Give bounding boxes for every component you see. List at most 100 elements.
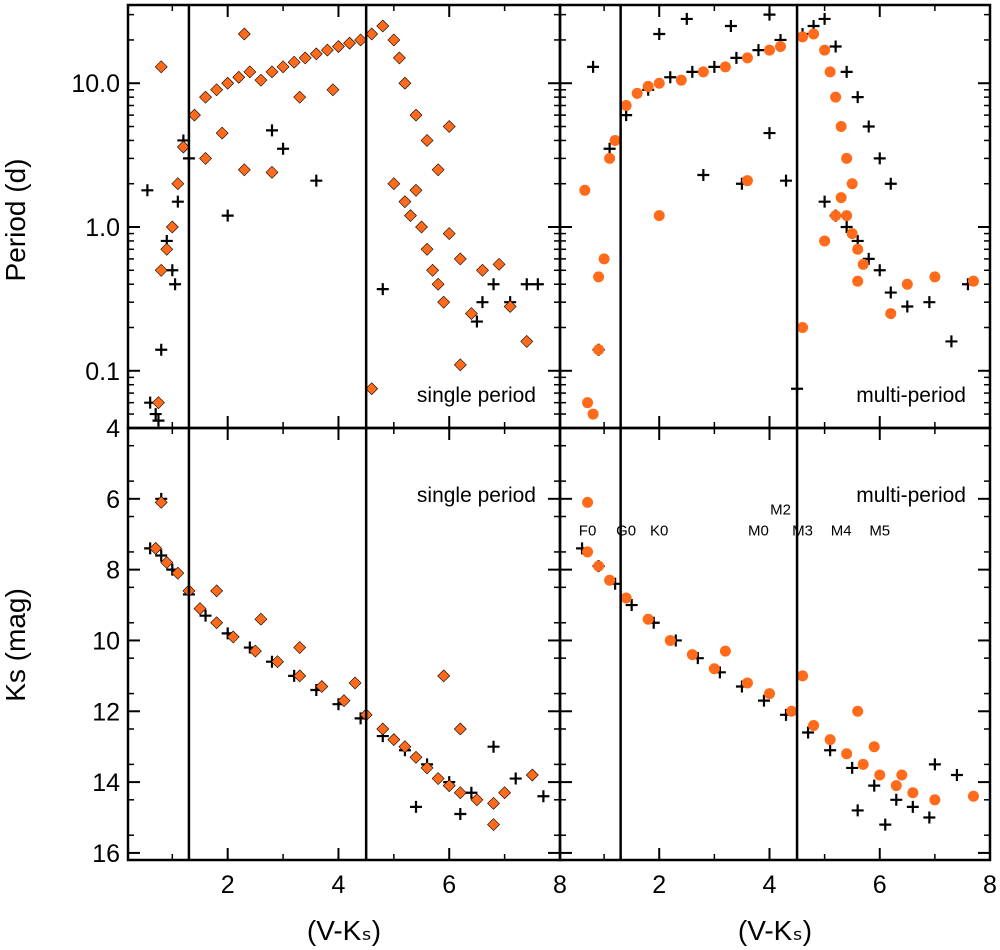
point-dot <box>857 758 869 770</box>
panel-annotation: multi-period <box>856 384 966 407</box>
point-dot <box>852 243 864 255</box>
point-dot <box>719 645 731 657</box>
point-dot <box>587 408 599 420</box>
point-plus <box>166 264 179 277</box>
point-dot <box>808 719 820 731</box>
point-dot <box>868 741 880 753</box>
point-diamond <box>453 786 467 800</box>
point-diamond <box>442 779 456 793</box>
point-dot <box>846 178 858 190</box>
point-diamond <box>171 566 185 580</box>
point-dot <box>797 31 809 43</box>
point-diamond <box>398 740 412 754</box>
point-plus <box>410 800 422 813</box>
point-diamond <box>160 556 174 569</box>
spectral-type-label: M3 <box>792 523 813 540</box>
point-diamond <box>210 584 224 598</box>
spectral-type-label: G0 <box>616 523 636 540</box>
point-plus <box>587 60 600 73</box>
point-dot <box>593 344 605 356</box>
point-dot <box>929 271 941 283</box>
point-dot <box>582 546 594 558</box>
point-plus <box>780 174 793 187</box>
point-dot <box>653 210 665 222</box>
panel-annotation: multi-period <box>856 484 966 507</box>
point-plus <box>470 315 483 328</box>
panel-annotation: single period <box>417 484 536 507</box>
point-diamond <box>287 55 301 69</box>
point-dot <box>841 152 853 164</box>
point-diamond <box>437 669 451 683</box>
point-plus <box>221 209 234 222</box>
point-diamond <box>237 27 251 41</box>
point-diamond <box>354 33 368 47</box>
spectral-type-label: M5 <box>869 523 890 540</box>
point-plus <box>625 599 638 612</box>
point-plus <box>873 264 886 277</box>
point-diamond <box>320 43 334 57</box>
point-diamond <box>188 108 201 122</box>
point-diamond <box>154 60 168 74</box>
point-diamond <box>149 541 163 555</box>
x-tick-label: 8 <box>983 871 997 899</box>
points-bottom-right <box>576 496 979 831</box>
point-dot <box>653 77 665 89</box>
point-plus <box>884 286 897 299</box>
point-dot <box>929 794 941 806</box>
point-dot <box>582 397 594 409</box>
point-diamond <box>210 616 224 630</box>
point-dot <box>664 634 676 646</box>
point-diamond <box>492 257 506 271</box>
point-diamond <box>315 680 329 693</box>
point-plus <box>950 769 963 782</box>
y-tick-label: 10 <box>92 627 120 655</box>
point-plus <box>149 408 162 421</box>
point-diamond <box>309 47 323 61</box>
point-plus <box>928 758 941 771</box>
point-dot <box>890 780 902 792</box>
x-tick-label: 6 <box>442 871 456 899</box>
point-diamond <box>487 796 500 810</box>
point-plus <box>454 807 467 820</box>
point-plus <box>851 91 864 104</box>
x-tick-label: 2 <box>652 871 666 899</box>
point-diamond <box>476 263 489 277</box>
point-diamond <box>365 382 379 396</box>
point-dot <box>852 275 864 287</box>
point-dot <box>609 134 621 146</box>
point-plus <box>653 27 666 40</box>
point-dot <box>675 74 687 86</box>
point-diamond <box>226 630 240 644</box>
point-dot <box>620 99 632 111</box>
point-dot <box>686 649 698 661</box>
point-diamond <box>337 694 351 708</box>
point-plus <box>824 744 837 757</box>
x-tick-label: 4 <box>332 871 346 899</box>
ylabel-top: Period (d) <box>0 159 31 282</box>
point-plus <box>945 335 958 348</box>
point-diamond <box>254 73 268 87</box>
point-dot <box>593 560 605 572</box>
point-diamond <box>221 76 235 90</box>
point-diamond <box>199 90 212 104</box>
point-dot <box>582 496 594 508</box>
point-dot <box>593 271 605 283</box>
y-tick-label: 1.0 <box>85 214 120 242</box>
spectral-type-label: M4 <box>831 523 852 540</box>
y-tick-label: 8 <box>106 557 120 585</box>
point-diamond <box>409 108 423 122</box>
point-diamond <box>453 252 467 266</box>
point-diamond <box>265 65 279 79</box>
point-plus <box>155 549 168 562</box>
point-dot <box>631 87 643 99</box>
point-dot <box>967 275 979 287</box>
point-diamond <box>298 51 312 65</box>
point-plus <box>923 296 936 309</box>
point-dot <box>642 613 654 625</box>
x-tick-label: 6 <box>873 871 887 899</box>
y-tick-label: 6 <box>106 486 120 514</box>
point-plus <box>476 296 489 309</box>
point-plus <box>171 195 184 208</box>
